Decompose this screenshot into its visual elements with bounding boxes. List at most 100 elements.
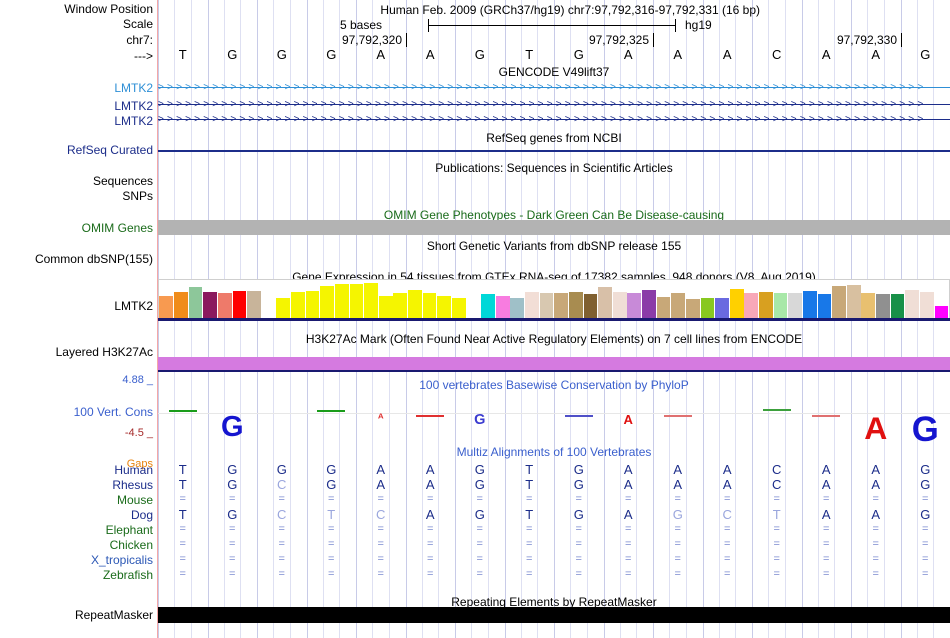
scale-bar-row: 5 bases hg19 xyxy=(158,18,950,32)
species-label-mouse[interactable]: Mouse xyxy=(116,493,153,507)
multiz-gap: = xyxy=(476,553,483,565)
species-label-chicken[interactable]: Chicken xyxy=(109,538,153,552)
gtex-tissue-bar[interactable] xyxy=(700,298,715,318)
gene-row-1[interactable]: >>>>>>>>>>>>>>>>>>>>>>>>>>>>>>>>>>>>>>>>… xyxy=(158,82,950,93)
h3k27ac-signal-bar[interactable] xyxy=(158,357,950,370)
gtex-tissue-bar[interactable] xyxy=(817,294,832,318)
label-100-vert-cons[interactable]: 100 Vert. Cons xyxy=(73,405,153,419)
gtex-tissue-bar[interactable] xyxy=(437,296,452,318)
gtex-tissue-bar[interactable] xyxy=(788,293,803,318)
gtex-tissue-bar[interactable] xyxy=(188,287,203,318)
multiz-row[interactable]: = = = = = = = = = = = = = = = = xyxy=(158,567,950,582)
species-label-elephant[interactable]: Elephant xyxy=(105,523,153,537)
multiz-row[interactable]: = = = = = = = = = = = = = = = = xyxy=(158,552,950,567)
gtex-tissue-bar[interactable] xyxy=(378,296,393,318)
gtex-tissue-bar[interactable] xyxy=(525,292,539,318)
gtex-tissue-bar[interactable] xyxy=(408,290,422,318)
species-label-x_tropicalis[interactable]: X_tropicalis xyxy=(90,553,153,567)
gtex-tissue-bar[interactable] xyxy=(612,292,627,318)
conservation-base-glyph: A xyxy=(377,412,384,421)
gtex-tissue-bar[interactable] xyxy=(232,291,247,318)
gtex-tissue-bar[interactable] xyxy=(554,293,569,318)
gene-row-2[interactable]: >>>>>>>>>>>>>>>>>>>>>>>>>>>>>>>>>>>>>>>>… xyxy=(158,99,950,110)
gtex-tissue-bar[interactable] xyxy=(729,289,744,318)
gtex-tissue-bar[interactable] xyxy=(217,293,232,318)
gtex-tissue-bar[interactable] xyxy=(846,285,861,318)
track-data-column: Human Feb. 2009 (GRCh37/hg19) chr7:97,79… xyxy=(158,0,950,638)
gtex-tissue-bar[interactable] xyxy=(334,284,349,318)
multiz-gap: = xyxy=(575,523,582,535)
gtex-tissue-bar[interactable] xyxy=(905,290,920,318)
gtex-tissue-bar[interactable] xyxy=(759,292,773,318)
gtex-tissue-bar[interactable] xyxy=(685,299,700,318)
species-label-dog[interactable]: Dog xyxy=(130,508,153,522)
gtex-tissue-bar[interactable] xyxy=(510,298,525,318)
multiz-row[interactable]: = = = = = = = = = = = = = = = = xyxy=(158,537,950,552)
gtex-tissue-bar[interactable] xyxy=(422,293,437,318)
gtex-tissue-bar[interactable] xyxy=(802,291,817,318)
gtex-tissue-bar[interactable] xyxy=(349,284,364,318)
gtex-tissue-bar[interactable] xyxy=(583,294,598,318)
gtex-tissue-bar[interactable] xyxy=(656,297,671,318)
gtex-bar-chart[interactable] xyxy=(159,280,949,318)
gtex-tissue-bar[interactable] xyxy=(539,293,554,318)
gtex-tissue-bar[interactable] xyxy=(495,296,510,318)
label-omim-genes[interactable]: OMIM Genes xyxy=(81,221,153,235)
label-layered-h3k27ac[interactable]: Layered H3K27Ac xyxy=(55,345,153,359)
label-gene-lmtk2-2[interactable]: LMTK2 xyxy=(114,99,153,113)
multiz-gap: = xyxy=(872,553,879,565)
gtex-tissue-bar[interactable] xyxy=(247,291,261,318)
species-label-rhesus[interactable]: Rhesus xyxy=(112,478,153,492)
gtex-tissue-bar[interactable] xyxy=(174,292,188,318)
gtex-tissue-bar[interactable] xyxy=(276,298,291,318)
gtex-tissue-bar[interactable] xyxy=(203,292,218,318)
gtex-tissue-bar[interactable] xyxy=(744,293,759,318)
gtex-tissue-bar[interactable] xyxy=(773,293,788,318)
label-refseq-curated[interactable]: RefSeq Curated xyxy=(66,143,153,157)
gtex-tissue-bar[interactable] xyxy=(568,292,583,318)
label-gene-lmtk2-3[interactable]: LMTK2 xyxy=(114,114,153,128)
gtex-tissue-bar[interactable] xyxy=(642,290,656,318)
gtex-tissue-bar[interactable] xyxy=(598,287,612,318)
gtex-tissue-bar[interactable] xyxy=(364,283,378,318)
gene-row-3[interactable]: >>>>>>>>>>>>>>>>>>>>>>>>>>>>>>>>>>>>>>>>… xyxy=(158,114,950,125)
gtex-tissue-bar[interactable] xyxy=(481,294,495,318)
gtex-tissue-bar[interactable] xyxy=(451,298,466,318)
omim-gene-bar[interactable] xyxy=(158,220,950,235)
gtex-tissue-bar[interactable] xyxy=(627,293,642,318)
label-gtex-lmtk2[interactable]: LMTK2 xyxy=(114,299,153,313)
gtex-tissue-bar[interactable] xyxy=(305,291,320,318)
label-repeatmasker[interactable]: RepeatMasker xyxy=(74,608,153,622)
species-label-human[interactable]: Human xyxy=(114,463,153,477)
gtex-tissue-bar[interactable] xyxy=(320,286,335,318)
gtex-tissue-bar[interactable] xyxy=(861,293,876,318)
multiz-gap: = xyxy=(625,493,632,505)
gtex-tissue-bar[interactable] xyxy=(159,296,174,318)
gtex-tissue-bar[interactable] xyxy=(934,306,949,318)
species-label-zebrafish[interactable]: Zebrafish xyxy=(102,568,153,582)
gtex-tissue-bar[interactable] xyxy=(919,292,934,318)
label-gene-lmtk2-1[interactable]: LMTK2 xyxy=(114,81,153,95)
multiz-gap: = xyxy=(773,493,780,505)
gtex-tissue-bar[interactable] xyxy=(876,294,890,318)
gtex-tissue-bar[interactable] xyxy=(715,298,729,318)
label-snps[interactable]: SNPs xyxy=(122,189,153,203)
multiz-row[interactable]: = = = = = = = = = = = = = = = = xyxy=(158,522,950,537)
repeatmasker-bar[interactable] xyxy=(158,607,950,623)
gtex-tissue-bar[interactable] xyxy=(671,293,686,318)
multiz-gap: = xyxy=(724,538,731,550)
refseq-gene-line[interactable] xyxy=(158,150,950,152)
multiz-row[interactable]: = = = = = = = = = = = = = = = = xyxy=(158,492,950,507)
multiz-base: T xyxy=(525,507,534,522)
label-common-dbsnp[interactable]: Common dbSNP(155) xyxy=(34,252,153,266)
gtex-tissue-bar[interactable] xyxy=(393,293,408,318)
gtex-tissue-bar[interactable] xyxy=(291,292,305,318)
label-sequences[interactable]: Sequences xyxy=(92,174,153,188)
gtex-tissue-bar[interactable] xyxy=(832,286,846,318)
gtex-tissue-bar[interactable] xyxy=(890,294,905,318)
multiz-base: G xyxy=(276,462,287,477)
